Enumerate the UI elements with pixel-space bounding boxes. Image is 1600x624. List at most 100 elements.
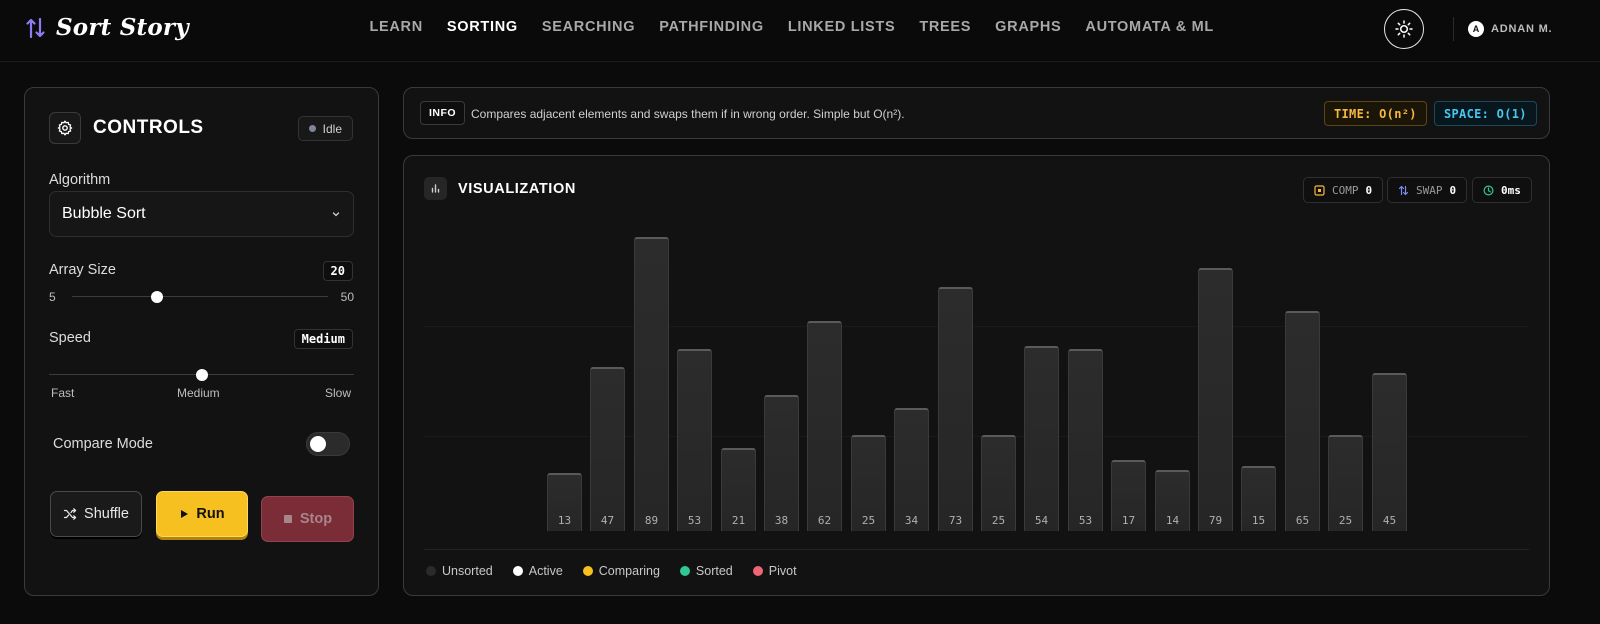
bar-value-label: 25 bbox=[991, 514, 1006, 527]
array-size-track bbox=[72, 296, 328, 297]
user-name: ADNAN M. bbox=[1491, 23, 1553, 35]
bar: 47 bbox=[590, 367, 625, 531]
bar-chart: 13 47 89 53 21 38 62 25 34 73 25 54 53 17 14 79 15 65 25 45 bbox=[424, 216, 1529, 550]
chart-baseline bbox=[424, 549, 1529, 550]
bar-value-label: 38 bbox=[774, 514, 789, 527]
legend-label: Unsorted bbox=[442, 564, 493, 578]
visualization-title: VISUALIZATION bbox=[458, 180, 576, 197]
bar-value-label: 21 bbox=[731, 514, 746, 527]
elapsed-time: 0ms bbox=[1472, 177, 1532, 203]
bar: 73 bbox=[938, 287, 973, 531]
legend-dot bbox=[512, 566, 523, 576]
legend-label: Sorted bbox=[695, 564, 733, 578]
main-nav: LEARN SORTING SEARCHING PATHFINDING LINKED L… bbox=[369, 19, 1214, 35]
controls-title: CONTROLS bbox=[93, 117, 204, 138]
bar: 25 bbox=[851, 435, 886, 531]
bar: 65 bbox=[1285, 311, 1320, 531]
compare-mode-label: Compare Mode bbox=[53, 436, 153, 452]
user-menu[interactable]: A ADNAN M. bbox=[1468, 21, 1552, 37]
time-complexity-badge: TIME: O(n²) bbox=[1324, 101, 1427, 126]
legend-label: Pivot bbox=[768, 564, 797, 578]
legend-dot bbox=[582, 566, 593, 576]
visualization-header: VISUALIZATION bbox=[424, 177, 576, 200]
nav-item-automata-ml[interactable]: AUTOMATA & ML bbox=[1085, 19, 1214, 35]
bar-value-label: 53 bbox=[1078, 514, 1093, 527]
chart-legend: Unsorted Active Comparing Sorted Pivot bbox=[426, 564, 797, 578]
bar-value-label: 17 bbox=[1121, 514, 1136, 527]
comparisons-value: 0 bbox=[1365, 183, 1373, 197]
legend-item-pivot: Pivot bbox=[752, 564, 797, 578]
swap-icon bbox=[1398, 185, 1409, 195]
comparisons-label: COMP bbox=[1332, 183, 1359, 197]
top-header: Sort Story LEARN SORTING SEARCHING PATHFIND… bbox=[0, 0, 1600, 62]
info-bar: INFO Compares adjacent elements and swap… bbox=[403, 87, 1550, 139]
avatar: A bbox=[1468, 21, 1484, 37]
sort-arrows-icon bbox=[26, 17, 45, 38]
bar: 54 bbox=[1024, 346, 1059, 531]
array-size-thumb[interactable] bbox=[151, 291, 164, 303]
shuffle-icon bbox=[63, 508, 77, 520]
stop-button[interactable]: Stop bbox=[261, 496, 354, 542]
nav-item-searching[interactable]: SEARCHING bbox=[541, 19, 636, 35]
app-logo[interactable]: Sort Story bbox=[26, 14, 189, 41]
chart-gridline bbox=[424, 326, 1529, 327]
run-button[interactable]: Run bbox=[156, 491, 248, 537]
array-size-value: 20 bbox=[322, 261, 353, 281]
space-complexity-badge: SPACE: O(1) bbox=[1434, 101, 1537, 126]
array-size-max: 50 bbox=[340, 290, 354, 304]
legend-item-sorted: Sorted bbox=[679, 564, 733, 578]
app-title: Sort Story bbox=[56, 14, 189, 41]
shuffle-button[interactable]: Shuffle bbox=[50, 491, 142, 537]
algorithm-description: Compares adjacent elements and swaps the… bbox=[471, 107, 905, 121]
bar-value-label: 13 bbox=[557, 514, 572, 527]
nav-item-linked-lists[interactable]: LINKED LISTS bbox=[787, 19, 896, 35]
run-label: Run bbox=[196, 506, 225, 522]
shuffle-label: Shuffle bbox=[84, 506, 129, 522]
compare-mode-toggle[interactable] bbox=[306, 432, 350, 456]
nav-item-pathfinding[interactable]: PATHFINDING bbox=[659, 19, 764, 35]
legend-dot bbox=[679, 566, 690, 576]
nav-item-sorting[interactable]: SORTING bbox=[446, 19, 518, 35]
swaps-value: 0 bbox=[1449, 183, 1457, 197]
info-tag: INFO bbox=[420, 101, 466, 125]
bar: 79 bbox=[1198, 268, 1233, 531]
bar-value-label: 65 bbox=[1295, 514, 1310, 527]
speed-label: Speed bbox=[49, 330, 91, 346]
status-text: Idle bbox=[322, 121, 342, 136]
theme-toggle-button[interactable] bbox=[1384, 9, 1424, 49]
legend-label: Comparing bbox=[598, 564, 660, 578]
bar-value-label: 53 bbox=[687, 514, 702, 527]
play-icon bbox=[181, 510, 189, 518]
bar: 25 bbox=[981, 435, 1016, 531]
swaps-counter: SWAP 0 bbox=[1387, 177, 1468, 203]
stop-icon bbox=[283, 515, 292, 523]
nav-item-trees[interactable]: TREES bbox=[919, 19, 972, 35]
bar-value-label: 79 bbox=[1208, 514, 1223, 527]
chevron-down-icon bbox=[332, 212, 340, 217]
compare-icon bbox=[1314, 184, 1325, 196]
toggle-knob bbox=[310, 436, 326, 452]
bar: 45 bbox=[1372, 373, 1407, 531]
visualization-panel: VISUALIZATION COMP 0 SWAP 0 0ms 13 47 89 53… bbox=[403, 155, 1550, 596]
gear-icon bbox=[49, 112, 81, 144]
bar-value-label: 62 bbox=[817, 514, 832, 527]
bar: 53 bbox=[1068, 349, 1103, 531]
algorithm-select[interactable]: Bubble Sort bbox=[49, 191, 354, 237]
bar: 38 bbox=[764, 395, 799, 531]
bar-value-label: 47 bbox=[600, 514, 615, 527]
bar: 25 bbox=[1328, 435, 1363, 531]
swaps-label: SWAP bbox=[1416, 183, 1443, 197]
nav-item-graphs[interactable]: GRAPHS bbox=[995, 19, 1062, 35]
speed-thumb[interactable] bbox=[195, 369, 208, 381]
legend-dot bbox=[426, 566, 436, 576]
array-size-slider[interactable] bbox=[72, 290, 328, 304]
nav-item-learn[interactable]: LEARN bbox=[369, 19, 423, 35]
bar: 89 bbox=[634, 237, 669, 531]
bar-value-label: 25 bbox=[1338, 514, 1353, 527]
clock-icon bbox=[1483, 184, 1494, 196]
status-dot bbox=[308, 125, 316, 132]
legend-item-comparing: Comparing bbox=[582, 564, 660, 578]
speed-slider[interactable] bbox=[49, 368, 354, 382]
array-size-min: 5 bbox=[49, 290, 56, 304]
comparisons-counter: COMP 0 bbox=[1303, 177, 1384, 203]
